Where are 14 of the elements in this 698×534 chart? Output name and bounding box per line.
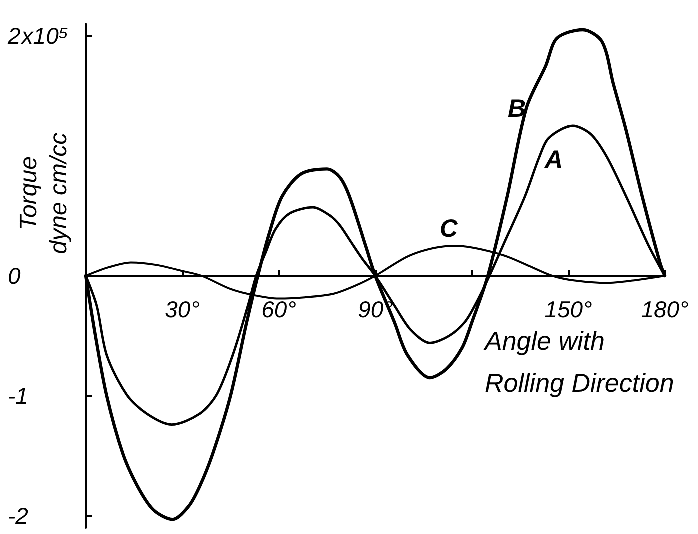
x-axis-title: Angle with Rolling Direction <box>483 326 674 398</box>
x-tick-label: 150° <box>544 296 592 322</box>
x-tick-label: 180° <box>641 296 689 322</box>
x-tick-label: 60° <box>262 296 296 322</box>
text: x10⁵ <box>20 23 69 49</box>
series-label: C <box>440 215 459 243</box>
y-tick-label: 0 <box>8 263 21 289</box>
x-tick-label: 30° <box>165 296 200 322</box>
series-label: A <box>544 146 564 174</box>
series-label: B <box>508 95 526 123</box>
y-axis-title: Torque dyne cm/cc <box>16 132 72 254</box>
y-tick-label: -1 <box>8 383 28 409</box>
y-tick-label: 2 <box>7 23 21 49</box>
y-tick-label: -2 <box>8 503 29 529</box>
